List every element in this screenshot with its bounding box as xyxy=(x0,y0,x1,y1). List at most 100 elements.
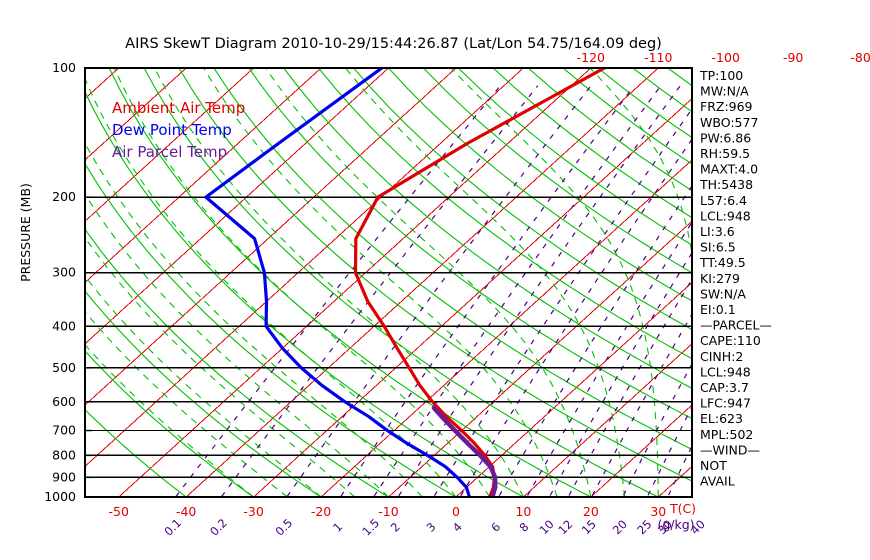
parameter-wbo: WBO:577 xyxy=(700,115,758,130)
dry-adiabat-line xyxy=(248,68,692,420)
parameter-maxt: MAXT:4.0 xyxy=(700,162,758,177)
pressure-tick: 800 xyxy=(52,447,76,462)
top-temp-tick: -90 xyxy=(783,50,803,65)
parameter-cinh: CINH:2 xyxy=(700,349,743,364)
top-temp-tick: -110 xyxy=(644,50,672,65)
parameter-li: LI:3.6 xyxy=(700,224,735,239)
parameter-wind_hdr: —WIND— xyxy=(700,442,760,457)
mixing-ratio-tick: 2 xyxy=(388,520,403,535)
mixing-ratio-line xyxy=(459,138,692,497)
mixing-ratio-tick: 1.5 xyxy=(359,516,382,539)
legend-item-1: Ambient Air Temp xyxy=(112,99,245,117)
dry-adiabat-line xyxy=(85,228,389,497)
dry-adiabat-line xyxy=(562,68,692,165)
chart-title-group: AIRS SkewT Diagram 2010-10-29/15:44:26.8… xyxy=(125,36,662,52)
pressure-tick: 500 xyxy=(52,360,76,375)
dry-adiabat-line xyxy=(85,90,524,497)
top-temp-tick: -100 xyxy=(712,50,740,65)
mixing-ratio-tick: 3 xyxy=(423,520,438,535)
parameter-ki: KI:279 xyxy=(700,271,740,286)
parameter-lcl2: LCL:948 xyxy=(700,364,751,379)
x-axis-mixing-label: (g/kg) xyxy=(657,517,694,532)
parameter-tp: TP:100 xyxy=(699,68,743,83)
pressure-tick: 200 xyxy=(52,189,76,204)
mixing-ratio-line xyxy=(433,108,692,497)
dry-adiabat-line xyxy=(85,408,187,497)
moist-adiabat-line xyxy=(85,275,322,497)
bottom-temp-tick: -10 xyxy=(378,504,398,519)
isotherm-line xyxy=(320,159,692,497)
bottom-temp-tick: -20 xyxy=(311,504,331,519)
bottom-temp-tick: 0 xyxy=(452,504,460,519)
isotherm-line xyxy=(85,68,389,345)
x-axis-temp-label: T(C) xyxy=(669,501,696,516)
isotherm-line xyxy=(85,68,524,468)
moist-adiabat-line xyxy=(85,77,457,497)
trace-air-parcel-temp xyxy=(431,405,498,497)
dry-adiabat-line xyxy=(85,290,322,497)
mixing-ratio-tick: 25 xyxy=(634,517,654,537)
trace-dew-point-temp xyxy=(204,68,471,497)
parameter-frz: FRZ:969 xyxy=(700,99,753,114)
dry-adiabat-line xyxy=(143,68,659,497)
parameter-cap: CAP:3.7 xyxy=(700,380,749,395)
parameter-mw: MW:N/A xyxy=(700,84,749,99)
moist-adiabat-line xyxy=(265,68,592,497)
mixing-ratio-tick: 20 xyxy=(610,517,630,537)
parameter-ei: EI:0.1 xyxy=(700,302,736,317)
moist-adiabat-line xyxy=(85,310,288,497)
plot-frame xyxy=(84,67,693,498)
moist-adiabat-lines xyxy=(85,68,692,497)
pressure-labels: 100 200 300 400 500 600 700 800 900 1000 PRESSURE … xyxy=(18,60,92,504)
isotherm-line xyxy=(85,68,254,222)
mixing-ratio-tick: 10 xyxy=(536,517,556,537)
isotherm-line xyxy=(85,68,187,161)
parameter-parcel_hdr: —PARCEL— xyxy=(700,318,772,333)
moist-adiabat-line xyxy=(85,343,254,497)
parameter-lfc: LFC:947 xyxy=(700,396,751,411)
dry-adiabat-line xyxy=(457,68,692,246)
dry-adiabat-line xyxy=(85,162,457,497)
legend-item-2: Dew Point Temp xyxy=(112,121,232,139)
bottom-temp-tick: -30 xyxy=(243,504,263,519)
dry-adiabat-line xyxy=(213,68,692,451)
mixing-ratio-line xyxy=(339,85,635,497)
dry-adiabat-line xyxy=(108,68,592,497)
mixing-ratio-lines xyxy=(174,85,692,497)
bottom-temp-tick: -40 xyxy=(176,504,196,519)
parameter-el: EL:623 xyxy=(700,411,743,426)
bottom-temp-tick: 20 xyxy=(583,504,599,519)
dry-adiabat-line xyxy=(388,68,692,302)
dry-adiabat-line xyxy=(527,68,692,192)
isotherm-line xyxy=(85,68,322,284)
isotherm-line xyxy=(523,343,692,497)
mixing-ratio-line xyxy=(286,85,592,497)
mixing-ratio-tick: 0.2 xyxy=(207,516,230,539)
dry-adiabat-line xyxy=(423,68,692,274)
pressure-tick: 900 xyxy=(52,469,76,484)
plot-frame-rect xyxy=(84,67,693,498)
mixing-ratio-line xyxy=(372,85,662,497)
mixing-ratio-tick: 0.1 xyxy=(161,516,184,539)
parameter-th: TH:5438 xyxy=(699,177,753,192)
parameter-l57: L57:6.4 xyxy=(700,193,747,208)
parameter-cape: CAPE:110 xyxy=(700,333,761,348)
mixing-ratio-line xyxy=(622,362,692,497)
isotherm-line xyxy=(253,97,692,497)
bottom-temp-labels: -50 -40 -30 -20 -10 0 10 20 30 T(C) xyxy=(109,501,697,519)
isotherm-line xyxy=(85,68,457,406)
isotherm-line xyxy=(118,68,592,497)
gridlines-group xyxy=(85,68,870,497)
dry-adiabat-line xyxy=(283,68,692,389)
pressure-tick: 100 xyxy=(52,60,76,75)
data-traces xyxy=(204,68,606,497)
bottom-temp-tick: 10 xyxy=(515,504,531,519)
isotherm-line xyxy=(455,281,692,497)
isotherm-line xyxy=(657,465,692,497)
dry-adiabat-lines xyxy=(85,68,692,497)
parameter-sw: SW:N/A xyxy=(700,286,746,301)
isotherm-line xyxy=(793,68,870,497)
mixing-ratio-tick: 0.5 xyxy=(273,516,296,539)
